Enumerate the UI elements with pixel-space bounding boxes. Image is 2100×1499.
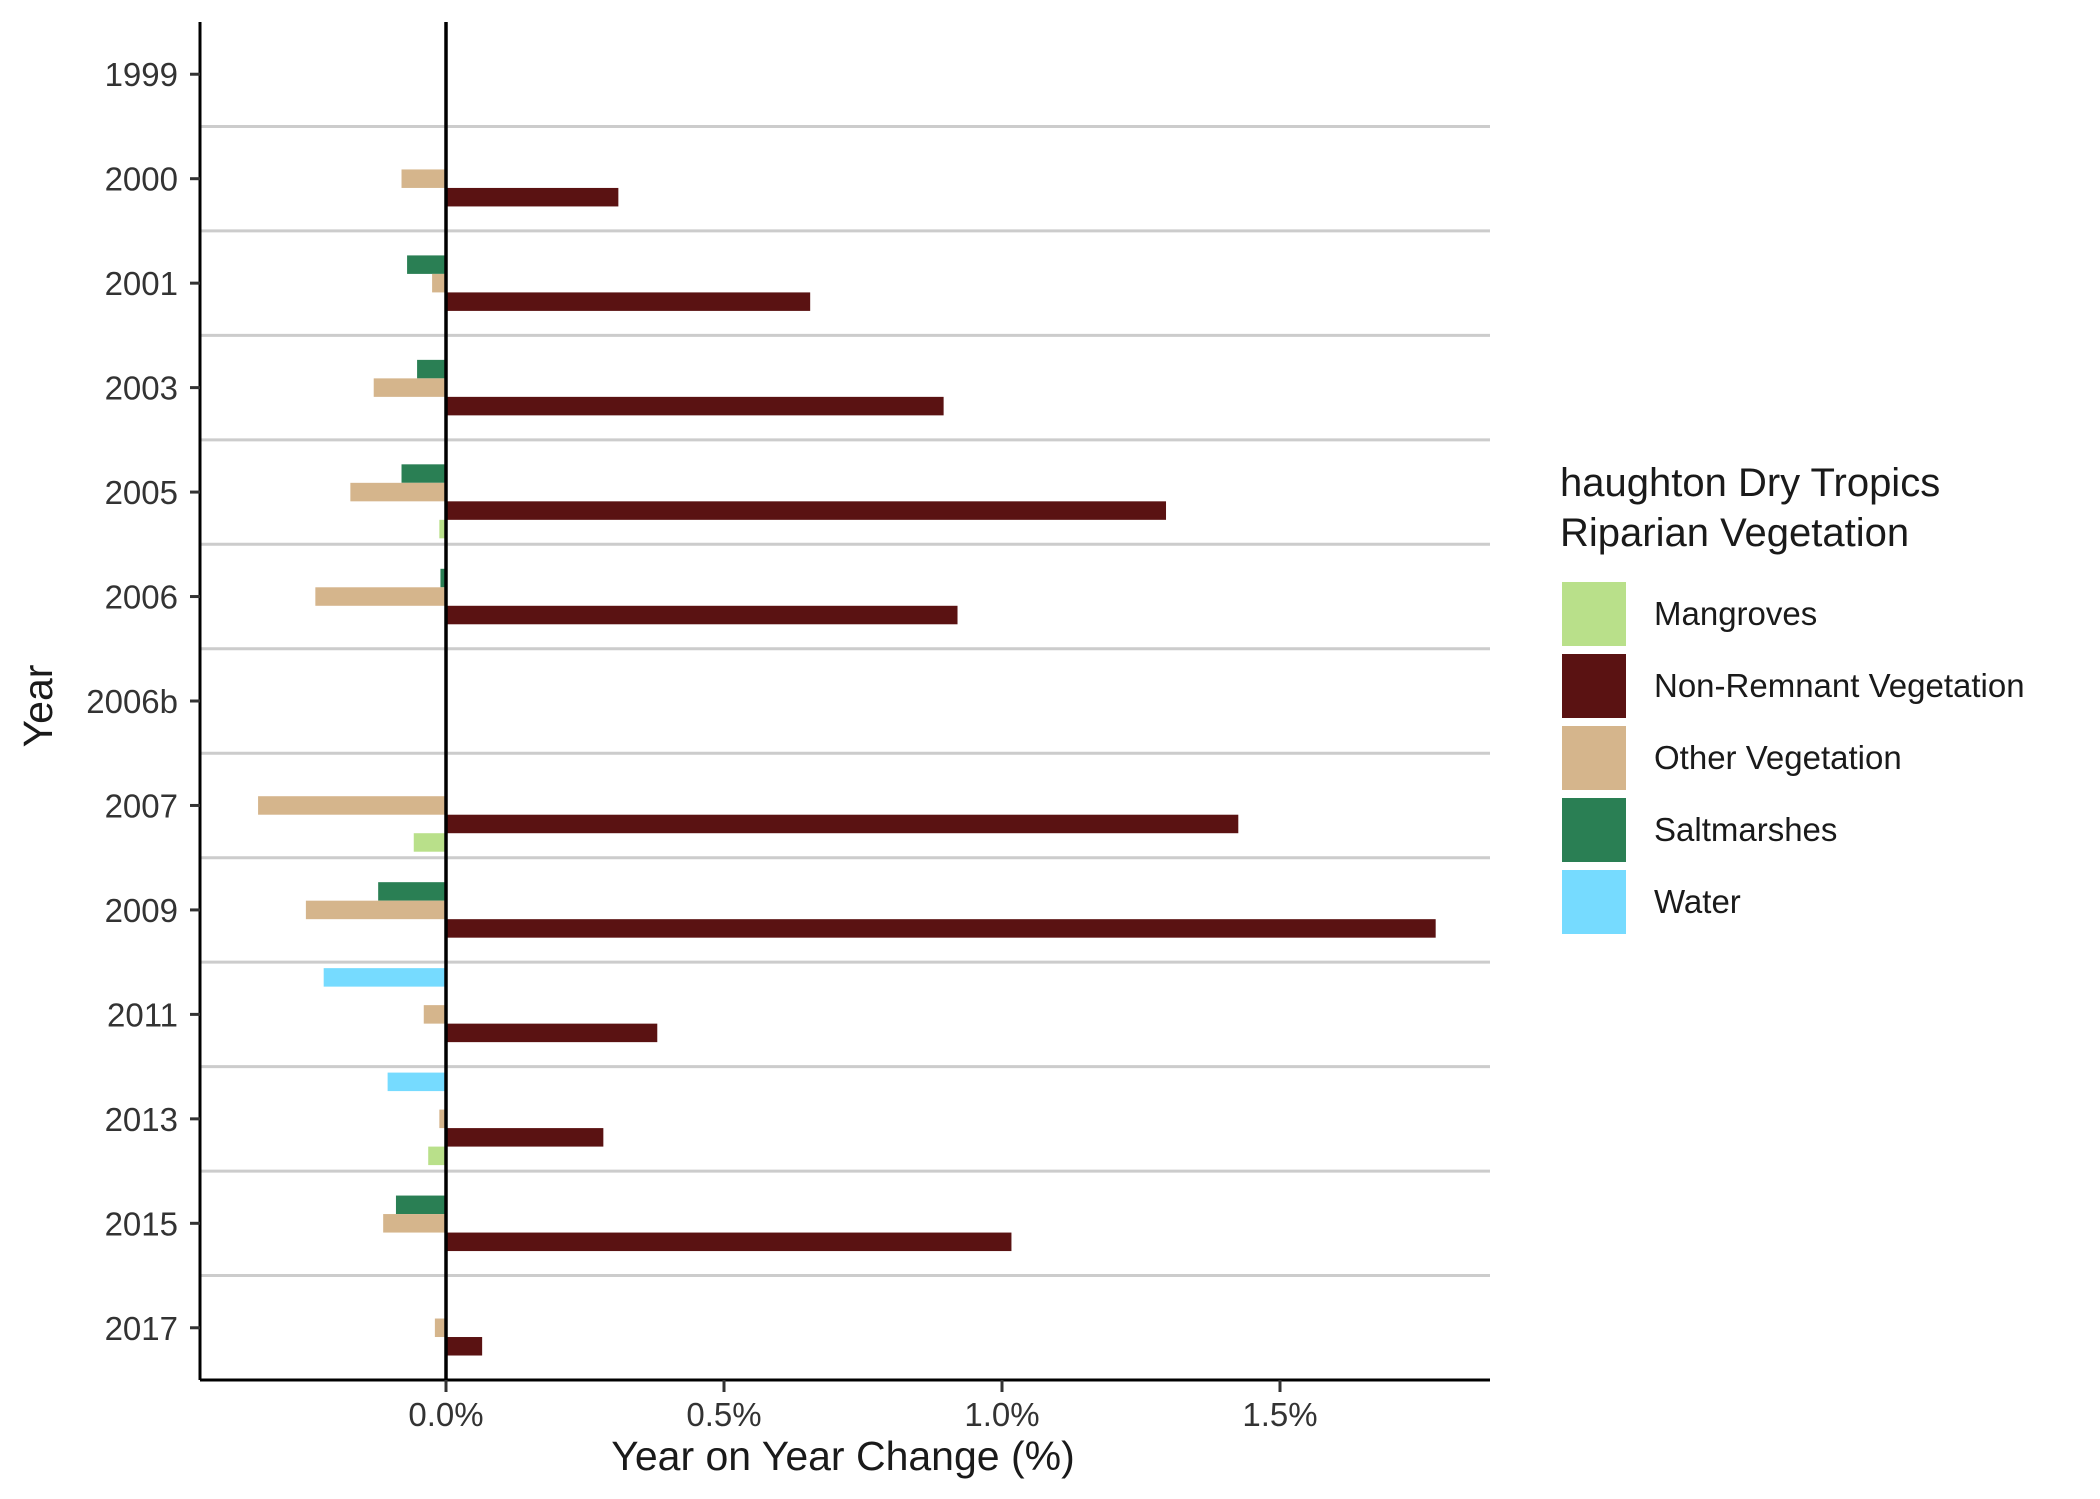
x-tick-labels: 0.0% 0.5% 1.0% 1.5% [408, 1396, 1317, 1433]
bars [258, 169, 1436, 1356]
bar-non-remnant-vegetation-2006 [446, 605, 958, 625]
bar-other-vegetation-2001 [432, 273, 446, 293]
y-tick-label: 2007 [105, 787, 178, 824]
bar-other-vegetation-2013 [439, 1109, 446, 1129]
x-tick-label: 1.5% [1242, 1396, 1317, 1433]
bar-saltmarshes-2001 [407, 255, 446, 274]
x-tick-label: 1.0% [964, 1396, 1039, 1433]
bar-non-remnant-vegetation-2011 [446, 1023, 658, 1043]
y-tick-label: 2015 [105, 1205, 178, 1242]
legend-key-water [1560, 868, 1628, 936]
legend-item-water: Water [1560, 866, 2100, 938]
legend-item-other-vegetation: Other Vegetation [1560, 722, 2100, 794]
bar-water-2011 [323, 968, 446, 987]
legend: haughton Dry Tropics Riparian Vegetation… [1560, 458, 2100, 938]
x-tick-label: 0.5% [686, 1396, 761, 1433]
legend-key-mangroves [1560, 580, 1628, 648]
bar-saltmarshes-2006 [440, 568, 446, 588]
bar-non-remnant-vegetation-2013 [446, 1128, 604, 1147]
y-tick-label: 2011 [107, 996, 178, 1033]
bar-non-remnant-vegetation-2003 [446, 396, 944, 416]
legend-title-line-2: Riparian Vegetation [1560, 511, 1910, 555]
bar-other-vegetation-2006 [315, 587, 446, 606]
legend-label: Other Vegetation [1654, 739, 1902, 776]
bar-non-remnant-vegetation-2000 [446, 187, 619, 207]
legend-label: Mangroves [1654, 595, 1818, 632]
bar-saltmarshes-2003 [417, 359, 446, 379]
legend-label: Water [1654, 883, 1741, 920]
legend-key-other-vegetation [1560, 724, 1628, 792]
bar-non-remnant-vegetation-2009 [446, 919, 1436, 938]
legend-item-non-remnant-vegetation: Non-Remnant Vegetation [1560, 650, 2100, 722]
x-tick-label: 0.0% [408, 1396, 483, 1433]
grid-lines [200, 124, 1490, 1278]
x-axis-title: Year on Year Change (%) [611, 1433, 1075, 1479]
bar-other-vegetation-2003 [373, 378, 446, 397]
y-tick-label: 2005 [105, 474, 178, 511]
bar-saltmarshes-2005 [401, 464, 446, 483]
legend-key-saltmarshes [1560, 796, 1628, 864]
legend-item-saltmarshes: Saltmarshes [1560, 794, 2100, 866]
legend-label: Non-Remnant Vegetation [1654, 667, 2025, 704]
bar-other-vegetation-2017 [434, 1318, 446, 1338]
y-tick-label: 1999 [105, 56, 178, 93]
bar-non-remnant-vegetation-2015 [446, 1232, 1012, 1252]
bar-other-vegetation-2007 [258, 796, 446, 815]
y-tick-label: 2006b [86, 683, 178, 720]
bar-non-remnant-vegetation-2017 [446, 1337, 483, 1356]
bar-water-2013 [387, 1072, 446, 1092]
y-tick-labels: 1999 2000 2001 2003 2005 2006 2006b 2007 2009 201… [86, 56, 178, 1347]
y-tick-label: 2013 [105, 1101, 178, 1138]
y-tick-label: 2003 [105, 370, 178, 407]
bar-other-vegetation-2015 [383, 1214, 446, 1233]
axes [190, 22, 1490, 1392]
y-tick-label: 2009 [105, 892, 178, 929]
legend-key-non-remnant-vegetation [1560, 652, 1628, 720]
bar-mangroves-2005 [439, 519, 446, 539]
bar-saltmarshes-2009 [378, 882, 446, 901]
bar-non-remnant-vegetation-2005 [446, 501, 1167, 520]
bar-non-remnant-vegetation-2007 [446, 814, 1239, 834]
y-tick-label: 2006 [105, 579, 178, 616]
y-tick-label: 2000 [105, 161, 178, 198]
legend-title-line-1: haughton Dry Tropics [1560, 461, 1941, 505]
bar-mangroves-2013 [428, 1146, 446, 1166]
bar-other-vegetation-2000 [401, 169, 446, 188]
y-axis-title: Year [15, 665, 61, 748]
bar-saltmarshes-2015 [395, 1195, 446, 1215]
bar-non-remnant-vegetation-2001 [446, 292, 811, 311]
y-tick-label: 2017 [105, 1310, 178, 1347]
bar-other-vegetation-2011 [423, 1005, 446, 1024]
legend-item-mangroves: Mangroves [1560, 578, 2100, 650]
legend-title: haughton Dry Tropics Riparian Vegetation [1560, 458, 2100, 558]
y-tick-label: 2001 [105, 265, 178, 302]
legend-label: Saltmarshes [1654, 811, 1838, 848]
bar-mangroves-2007 [413, 833, 446, 852]
bar-other-vegetation-2005 [350, 482, 446, 502]
bar-other-vegetation-2009 [305, 900, 446, 920]
